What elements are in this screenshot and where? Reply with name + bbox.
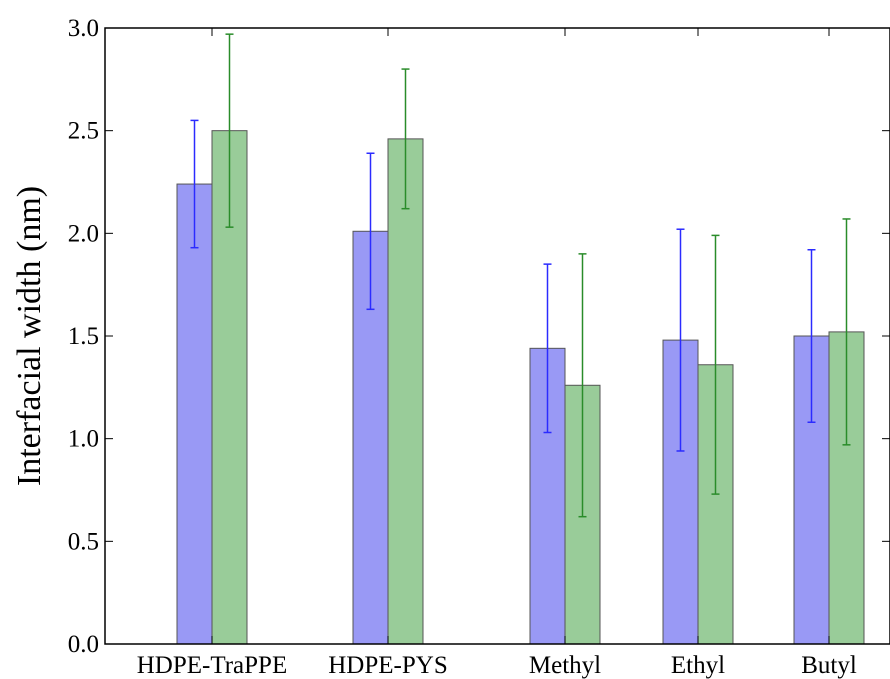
error-bar-s1-methyl <box>543 263 552 434</box>
y-axis-ticks: 0.0 0.5 1.0 1.5 2.0 2.5 3.0 <box>68 15 890 658</box>
error-bar-s2-hdpe-pys <box>401 68 410 210</box>
error-bars-layer <box>190 33 851 518</box>
error-bar-s1-hdpe-pys <box>366 152 375 311</box>
x-tick-label: HDPE-TraPPE <box>137 652 288 679</box>
y-tick-label: 3.0 <box>68 15 99 42</box>
y-tick-label: 1.0 <box>68 426 99 453</box>
y-tick-label: 1.5 <box>68 323 99 350</box>
error-bar-s2-butyl <box>842 218 851 446</box>
error-bar-s2-hdpe-trappe <box>225 33 234 228</box>
x-axis-ticks: HDPE-TraPPE HDPE-PYS Methyl Ethyl Butyl <box>137 28 857 679</box>
x-tick-label: HDPE-PYS <box>328 652 447 679</box>
bars-layer <box>176 130 865 645</box>
bar-s2-hdpe-pys <box>387 138 424 645</box>
error-bar-s2-methyl <box>578 253 587 518</box>
error-bar-s2-ethyl <box>711 234 720 495</box>
x-tick-label: Butyl <box>801 652 857 679</box>
error-bar-s1-butyl <box>807 249 816 423</box>
error-bar-s1-ethyl <box>676 228 685 452</box>
x-tick-label: Ethyl <box>671 652 725 679</box>
y-tick-label: 0.0 <box>68 631 99 658</box>
bar-s1-hdpe-trappe <box>176 183 213 645</box>
error-bar-s1-hdpe-trappe <box>190 119 199 249</box>
y-axis-title: Interfacial width (nm) <box>11 186 48 486</box>
y-tick-label: 2.5 <box>68 118 99 145</box>
y-tick-label: 0.5 <box>68 528 99 555</box>
x-tick-label: Methyl <box>529 652 601 679</box>
y-tick-label: 2.0 <box>68 220 99 247</box>
